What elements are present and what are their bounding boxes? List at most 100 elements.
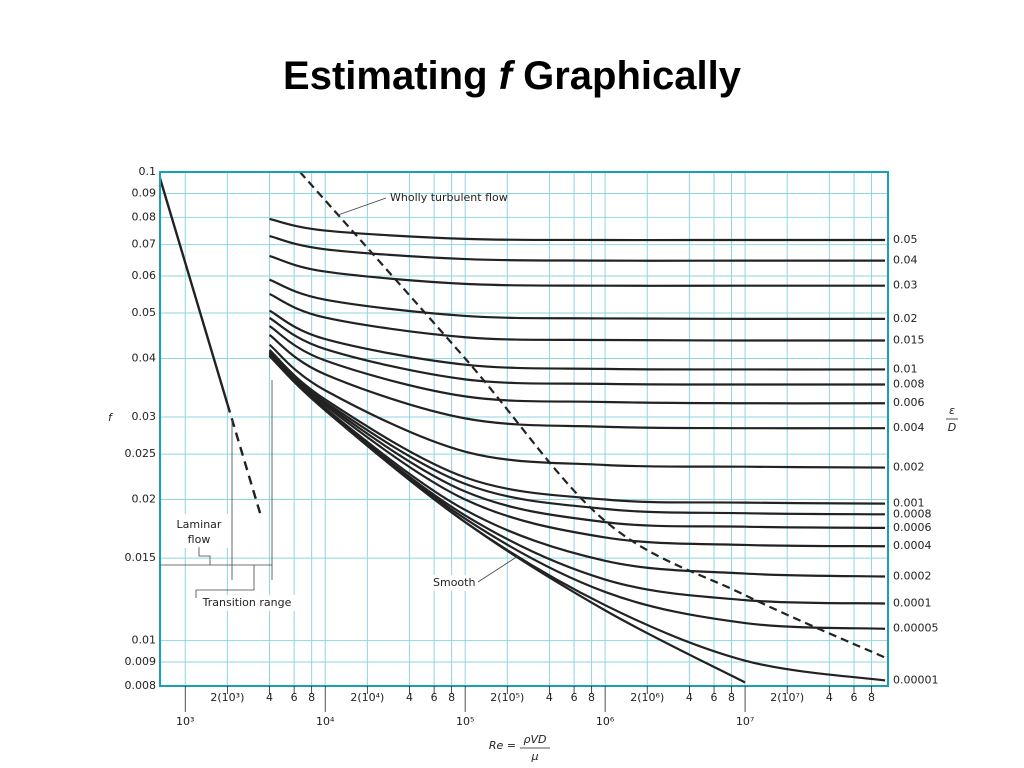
x-tick-label: 4 xyxy=(686,691,693,704)
x-tick-label: 6 xyxy=(431,691,438,704)
x-tick-label: 4 xyxy=(406,691,413,704)
roughness-curve xyxy=(268,325,886,405)
x-tick-label: 10⁵ xyxy=(456,715,474,728)
x-tick-label: 10⁴ xyxy=(316,715,335,728)
x-tick-label: 10⁷ xyxy=(736,715,754,728)
x-tick-label: 2(10⁴) xyxy=(350,691,384,704)
series-label: 0.002 xyxy=(893,461,925,474)
roughness-curve xyxy=(269,217,886,242)
series-label: 0.01 xyxy=(893,362,918,375)
y-tick-label: 0.025 xyxy=(125,447,157,460)
title-part: Graphically xyxy=(512,54,742,98)
roughness-numerator: ε xyxy=(949,404,955,417)
x-tick-label: 8 xyxy=(588,691,595,704)
roughness-curve xyxy=(269,234,886,262)
series-label: 0.0008 xyxy=(893,507,932,520)
annotation-arrow xyxy=(195,565,255,598)
laminar-dashed-line xyxy=(226,403,263,518)
roughness-denominator: D xyxy=(948,421,956,434)
x-tick-label: 10³ xyxy=(176,715,194,728)
roughness-curve xyxy=(269,254,886,287)
x-tick-label: 6 xyxy=(291,691,298,704)
roughness-curve xyxy=(268,350,886,516)
y-tick-label: 0.04 xyxy=(132,351,157,364)
series-label: 0.004 xyxy=(893,421,925,434)
series-label: 0.00005 xyxy=(893,622,939,635)
title-part: f xyxy=(499,54,516,98)
annotation-arrow xyxy=(198,547,211,565)
roughness-curve xyxy=(268,334,886,430)
series-label: 0.05 xyxy=(893,233,918,246)
y-tick-label: 0.02 xyxy=(132,493,157,506)
x-tick-label: 8 xyxy=(728,691,735,704)
roughness-curve xyxy=(269,278,886,320)
x-tick-label: 8 xyxy=(308,691,315,704)
series-label: 0.0002 xyxy=(893,570,932,583)
series-label: 0.0004 xyxy=(893,539,932,552)
y-tick-label: 0.03 xyxy=(132,410,157,423)
title-part: Estimating xyxy=(283,54,499,98)
roughness-curve xyxy=(268,351,886,529)
series-label: 0.001 xyxy=(893,497,925,510)
series-label: 0.00001 xyxy=(893,673,939,686)
x-tick-label: 2(10³) xyxy=(210,691,244,704)
y-tick-label: 0.008 xyxy=(125,679,157,692)
annotation-arrow xyxy=(477,555,519,583)
roughness-curve xyxy=(268,349,886,505)
slide-title: Estimating f Graphically xyxy=(283,54,742,98)
series-label: 0.0001 xyxy=(893,596,932,609)
series-label: 0.02 xyxy=(893,312,918,325)
x-tick-label: 2(10⁶) xyxy=(630,691,664,704)
y-tick-label: 0.1 xyxy=(139,165,157,178)
annotation: Transition range xyxy=(202,596,292,609)
series-label: 0.0006 xyxy=(893,521,932,534)
series-label: 0.04 xyxy=(893,254,918,267)
plot-frame xyxy=(159,171,889,687)
label-box xyxy=(170,514,230,548)
x-axis-denominator: μ xyxy=(531,750,539,763)
roughness-curve xyxy=(268,317,886,386)
annotation: Smooth xyxy=(433,576,475,589)
annotation: Laminar xyxy=(177,518,222,531)
x-tick-label: 10⁶ xyxy=(596,715,615,728)
roughness-curve xyxy=(269,293,886,342)
y-tick-label: 0.06 xyxy=(132,269,157,282)
x-axis-label: Re = xyxy=(489,739,516,752)
roughness-curve xyxy=(268,309,886,371)
x-tick-label: 2(10⁵) xyxy=(490,691,524,704)
annotation: flow xyxy=(188,533,211,546)
x-tick-label: 4 xyxy=(826,691,833,704)
roughness-curve xyxy=(268,343,886,469)
y-tick-label: 0.015 xyxy=(125,551,157,564)
series-label: 0.015 xyxy=(893,333,925,346)
y-tick-label: 0.009 xyxy=(125,655,157,668)
annotation: Wholly turbulent flow xyxy=(390,191,508,204)
x-tick-label: 8 xyxy=(868,691,875,704)
y-tick-label: 0.08 xyxy=(132,210,157,223)
series-label: 0.008 xyxy=(893,377,925,390)
x-tick-label: 6 xyxy=(711,691,718,704)
series-label: 0.006 xyxy=(893,396,925,409)
y-tick-label: 0.07 xyxy=(132,238,157,251)
series-label: 0.03 xyxy=(893,279,918,292)
x-axis-numerator: ρVD xyxy=(524,733,547,746)
x-tick-label: 6 xyxy=(850,691,857,704)
y-tick-label: 0.01 xyxy=(132,634,157,647)
y-tick-label: 0.05 xyxy=(132,306,157,319)
x-tick-label: 4 xyxy=(546,691,553,704)
smooth-curve xyxy=(268,355,746,684)
wholly-turbulent-line xyxy=(299,171,886,659)
annotation-arrow xyxy=(337,197,387,216)
x-tick-label: 2(10⁷) xyxy=(770,691,804,704)
roughness-curve xyxy=(268,352,886,548)
x-tick-label: 4 xyxy=(266,691,273,704)
x-tick-label: 8 xyxy=(448,691,455,704)
y-axis-label: f xyxy=(108,411,114,424)
y-tick-label: 0.09 xyxy=(132,186,157,199)
x-tick-label: 6 xyxy=(571,691,578,704)
curves xyxy=(158,171,886,684)
label-box xyxy=(428,575,478,591)
label-box xyxy=(200,595,295,611)
laminar-line xyxy=(158,177,229,405)
